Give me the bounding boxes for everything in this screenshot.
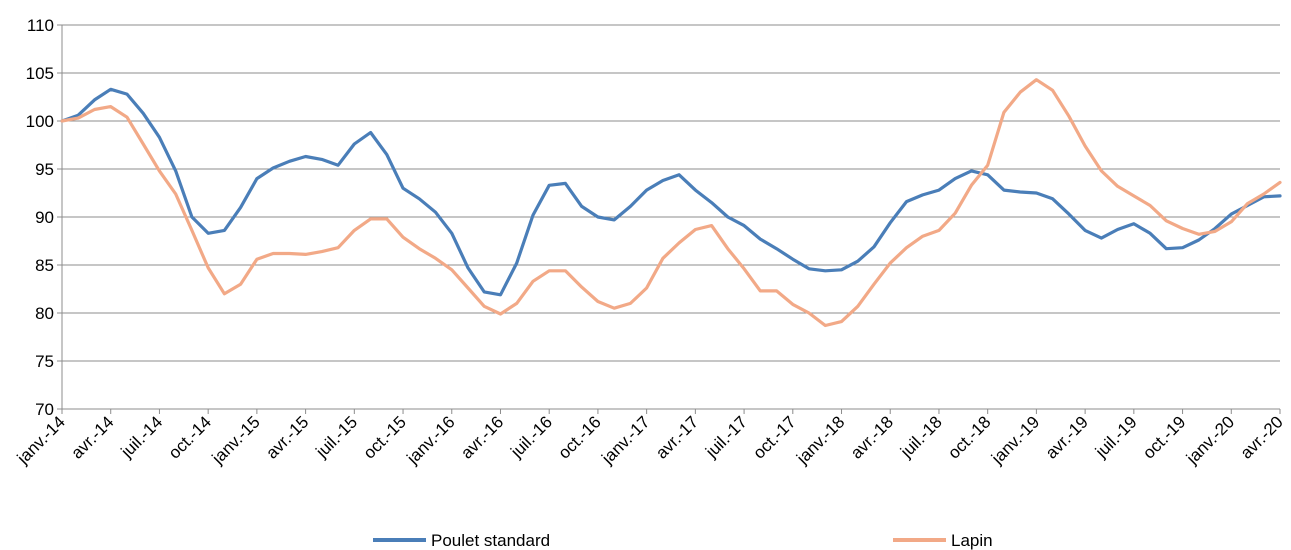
x-tick-label: janv.-20 xyxy=(1182,412,1238,468)
x-tick-label: avr.-17 xyxy=(652,412,702,462)
x-tick-label: avr.-20 xyxy=(1237,412,1287,462)
series-line-0 xyxy=(60,87,1282,297)
y-tick-label: 80 xyxy=(35,304,54,323)
series-line-1 xyxy=(60,78,1282,328)
x-tick-label: oct.-14 xyxy=(165,412,215,462)
gridlines xyxy=(62,24,1280,362)
series-lines xyxy=(60,78,1282,328)
x-tick-label: juil.-16 xyxy=(506,412,556,462)
y-tick-label: 105 xyxy=(26,64,54,83)
y-axis-ticks: 70 75 80 85 90 95 100 105 110 xyxy=(26,16,62,419)
x-tick-label: oct.-19 xyxy=(1139,412,1189,462)
x-tick-label: juil.-18 xyxy=(896,412,946,462)
x-tick-label: juil.-15 xyxy=(312,412,362,462)
x-tick-label: oct.-18 xyxy=(944,412,994,462)
x-tick-label: juil.-19 xyxy=(1091,412,1141,462)
y-tick-label: 75 xyxy=(35,352,54,371)
y-tick-label: 100 xyxy=(26,112,54,131)
x-tick-label: juil.-14 xyxy=(117,412,167,462)
x-tick-label: janv.-14 xyxy=(13,412,69,468)
y-tick-label: 70 xyxy=(35,400,54,419)
x-tick-label: oct.-17 xyxy=(749,412,799,462)
x-tick-label: juil.-17 xyxy=(701,412,751,462)
legend-label: Poulet standard xyxy=(431,531,550,550)
x-tick-label: avr.-18 xyxy=(847,412,897,462)
x-tick-label: janv.-15 xyxy=(208,412,264,468)
y-tick-label: 90 xyxy=(35,208,54,227)
x-tick-label: avr.-14 xyxy=(67,412,117,462)
legend-label: Lapin xyxy=(951,531,993,550)
x-tick-label: avr.-16 xyxy=(457,412,507,462)
y-tick-label: 110 xyxy=(27,16,54,35)
x-tick-label: oct.-15 xyxy=(360,412,410,462)
x-tick-label: avr.-15 xyxy=(262,412,312,462)
x-tick-label: oct.-16 xyxy=(555,412,605,462)
legend: Poulet standard Lapin xyxy=(373,531,993,550)
x-tick-label: janv.-17 xyxy=(597,412,653,468)
x-tick-label: janv.-19 xyxy=(987,412,1043,468)
y-tick-label: 95 xyxy=(35,160,54,179)
y-tick-label: 85 xyxy=(35,256,54,275)
x-tick-label: janv.-16 xyxy=(403,412,459,468)
x-tick-label: janv.-18 xyxy=(792,412,848,468)
x-tick-label: avr.-19 xyxy=(1042,412,1092,462)
